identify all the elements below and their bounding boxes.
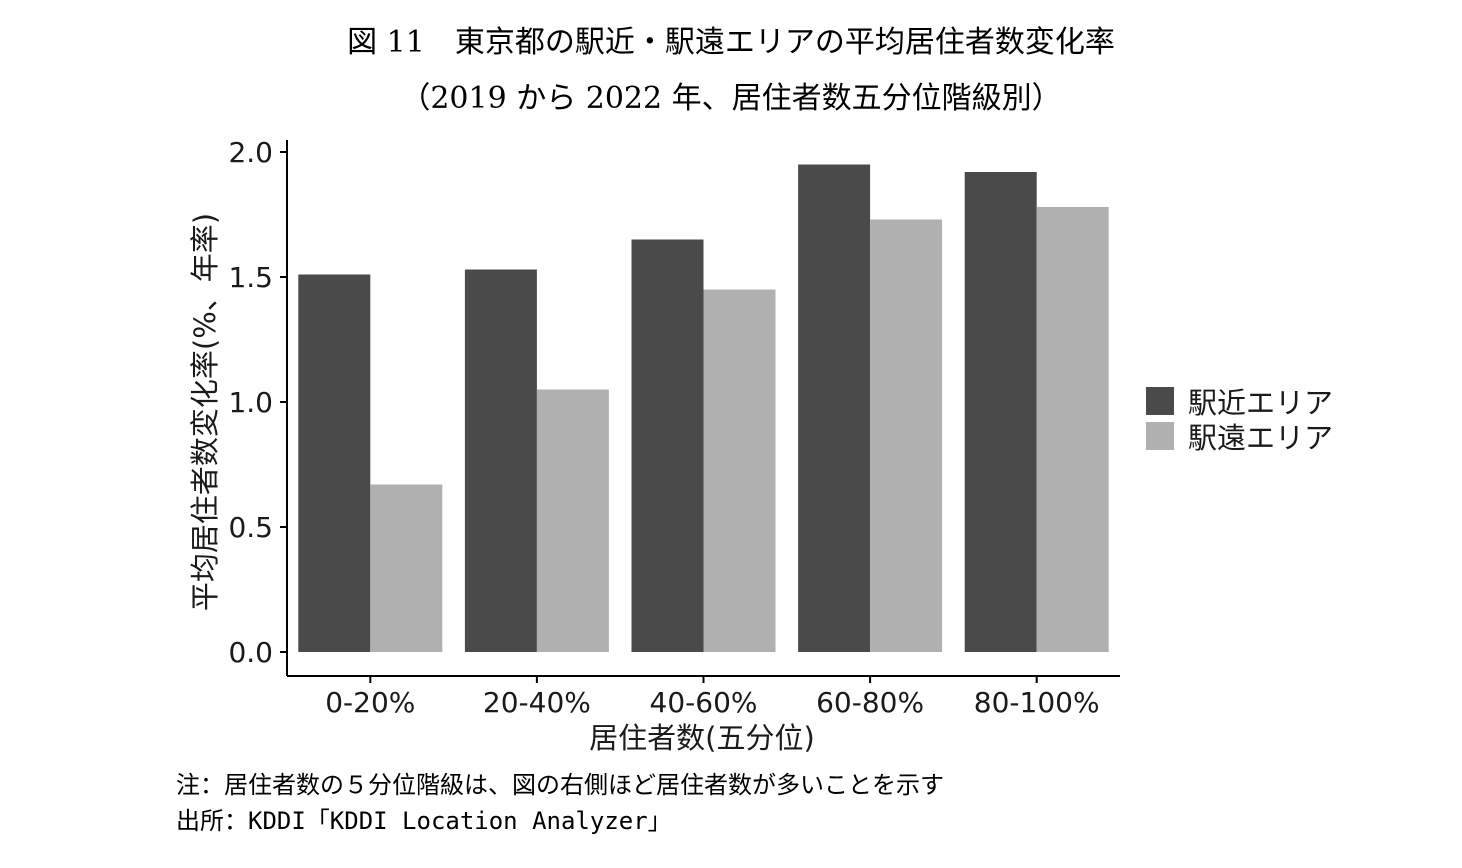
bar-near-station-3 xyxy=(798,164,871,652)
bar-near-station-4 xyxy=(964,172,1037,652)
x-tick-label: 40-60% xyxy=(650,686,758,719)
bar-far-station-2 xyxy=(703,289,776,652)
source-note: 出所：KDDI「KDDI Location Analyzer」 xyxy=(176,807,672,835)
y-tick-label: 0.0 xyxy=(228,636,273,669)
x-tick-label: 80-100% xyxy=(974,686,1100,719)
legend-item-far-station: 駅遠エリア xyxy=(1146,418,1333,455)
bar-near-station-2 xyxy=(631,239,704,652)
legend-swatch-near-station xyxy=(1146,386,1174,415)
legend-swatch-far-station xyxy=(1146,421,1174,450)
x-axis: 0-20% 20-40% 40-60% 60-80% 80-100% xyxy=(287,675,1120,719)
bar-far-station-0 xyxy=(370,484,443,652)
bar-far-station-3 xyxy=(870,219,943,652)
legend: 駅近エリア 駅遠エリア xyxy=(1146,383,1333,455)
bars xyxy=(298,164,1109,652)
x-tick-label: 0-20% xyxy=(325,686,415,719)
y-tick-label: 1.5 xyxy=(228,261,273,294)
y-tick-label: 1.0 xyxy=(228,386,273,419)
x-tick-label: 20-40% xyxy=(483,686,591,719)
x-tick-label: 60-80% xyxy=(816,686,924,719)
y-axis-label: 平均居住者数変化率(%、年率) xyxy=(188,213,222,611)
bar-near-station-1 xyxy=(464,269,537,652)
y-tick-label: 0.5 xyxy=(228,511,273,544)
bar-near-station-0 xyxy=(298,274,371,652)
y-axis: 0.0 0.5 1.0 1.5 2.0 xyxy=(228,136,288,676)
x-axis-label: 居住者数(五分位) xyxy=(589,721,815,755)
chart-subtitle: （2019 から 2022 年、居住者数五分位階級別） xyxy=(400,81,1062,116)
legend-label-near-station: 駅近エリア xyxy=(1188,385,1334,420)
bar-far-station-4 xyxy=(1036,207,1109,652)
chart-title: 図 11 東京都の駅近・駅遠エリアの平均居住者数変化率 xyxy=(347,25,1115,60)
bar-far-station-1 xyxy=(536,389,609,652)
legend-item-near-station: 駅近エリア xyxy=(1146,383,1333,420)
legend-label-far-station: 駅遠エリア xyxy=(1188,420,1334,455)
y-tick-label: 2.0 xyxy=(228,136,273,169)
footnote: 注：居住者数の５分位階級は、図の右側ほど居住者数が多いことを示す xyxy=(176,771,944,799)
